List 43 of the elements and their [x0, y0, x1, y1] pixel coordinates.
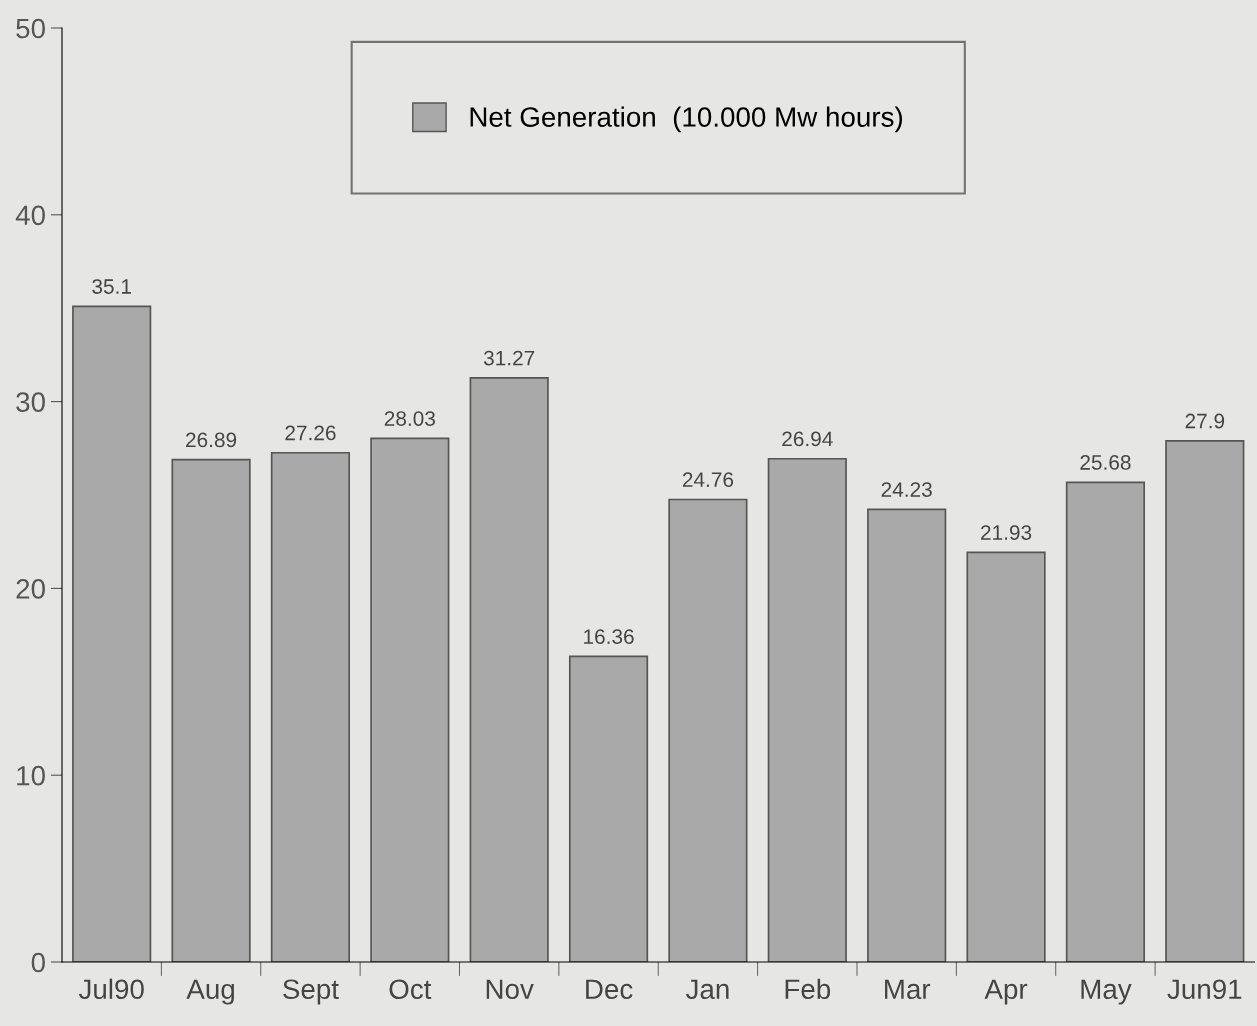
data-label: 25.68 — [1080, 455, 1131, 470]
bar — [171, 458, 251, 962]
data-label: 28.03 — [384, 411, 435, 426]
x-tick-label: Jul90 — [78, 978, 144, 1000]
x-tick-label: Jun91 — [1167, 979, 1242, 1000]
bar — [966, 551, 1046, 962]
bar — [72, 305, 152, 962]
y-tick-label: 30 — [16, 392, 45, 412]
x-tick-label: Aug — [186, 979, 234, 1005]
y-tick-label: 50 — [16, 18, 45, 39]
y-tick-label: 40 — [15, 205, 45, 226]
data-label: 24.76 — [682, 472, 734, 488]
x-tick-label: May — [1081, 979, 1132, 1005]
x-tick-label: Feb — [785, 978, 831, 1000]
data-label: 26.94 — [782, 431, 833, 447]
bar — [867, 508, 947, 962]
bar — [568, 655, 649, 962]
bar — [1165, 439, 1245, 962]
y-tick-label: 20 — [16, 579, 45, 599]
data-label: 21.93 — [981, 525, 1032, 540]
bar — [767, 457, 847, 962]
data-label: 16.36 — [584, 629, 634, 644]
data-label: 31.27 — [483, 350, 535, 366]
x-tick-label: Apr — [984, 979, 1028, 1005]
data-label: 27.9 — [1185, 413, 1225, 429]
x-tick-label: Mar — [885, 979, 931, 1000]
bar — [668, 498, 748, 962]
bar — [270, 451, 351, 962]
x-tick-label: Dec — [586, 979, 633, 1000]
y-tick-label: 0 — [31, 952, 45, 973]
data-label: 35.1 — [92, 279, 131, 294]
bar — [469, 377, 549, 962]
bar — [370, 437, 450, 962]
x-tick-label: Nov — [486, 979, 534, 1000]
legend-label: Net Generation (10.000 Mw hours) — [470, 106, 903, 133]
y-tick-label: 10 — [17, 765, 45, 786]
x-tick-label: Jan — [685, 979, 729, 1000]
bar — [1065, 481, 1146, 962]
data-label: 26.89 — [186, 432, 237, 448]
x-tick-label: Oct — [389, 979, 432, 1000]
data-label: 27.26 — [285, 425, 336, 441]
x-tick-label: Sept — [283, 979, 339, 1005]
data-label: 24.23 — [881, 482, 932, 497]
